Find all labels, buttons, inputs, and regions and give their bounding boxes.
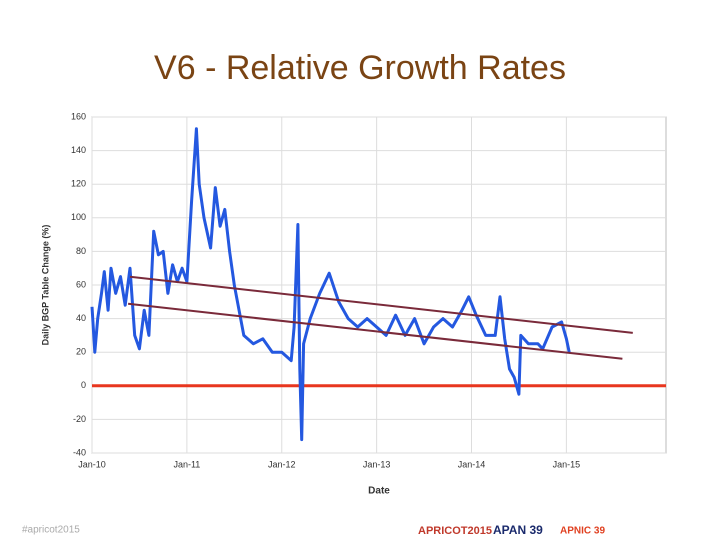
x-tick-label: Jan-14 — [458, 459, 486, 469]
x-tick-label: Jan-12 — [268, 459, 296, 469]
y-tick-label: 80 — [76, 246, 86, 256]
y-axis-label: Daily BGP Table Change (%) — [40, 225, 50, 346]
y-tick-label: -20 — [73, 414, 86, 424]
y-tick-label: -40 — [73, 447, 86, 457]
slide-title: V6 - Relative Growth Rates — [154, 49, 566, 87]
x-tick-label: Jan-10 — [78, 459, 106, 469]
y-tick-label: 120 — [71, 179, 86, 189]
y-tick-label: 20 — [76, 347, 86, 357]
footer-logo: APNIC 39 — [560, 526, 605, 537]
x-axis-label: Date — [368, 486, 390, 497]
footer-hashtag: #apricot2015 — [22, 525, 80, 536]
trend-line — [129, 275, 633, 334]
y-tick-label: 0 — [81, 380, 86, 390]
x-tick-label: Jan-13 — [363, 459, 391, 469]
data-line — [90, 127, 571, 442]
footer-logo: APRICOT2015 — [418, 525, 492, 537]
x-tick-label: Jan-15 — [553, 459, 581, 469]
trend-line — [127, 302, 623, 360]
x-tick-label: Jan-11 — [173, 459, 200, 469]
footer-logo: APAN 39 — [493, 523, 543, 537]
y-tick-label: 160 — [71, 111, 86, 121]
y-tick-label: 140 — [71, 145, 86, 155]
y-tick-label: 40 — [76, 313, 86, 323]
y-tick-label: 60 — [76, 279, 86, 289]
y-tick-label: 100 — [71, 212, 86, 222]
